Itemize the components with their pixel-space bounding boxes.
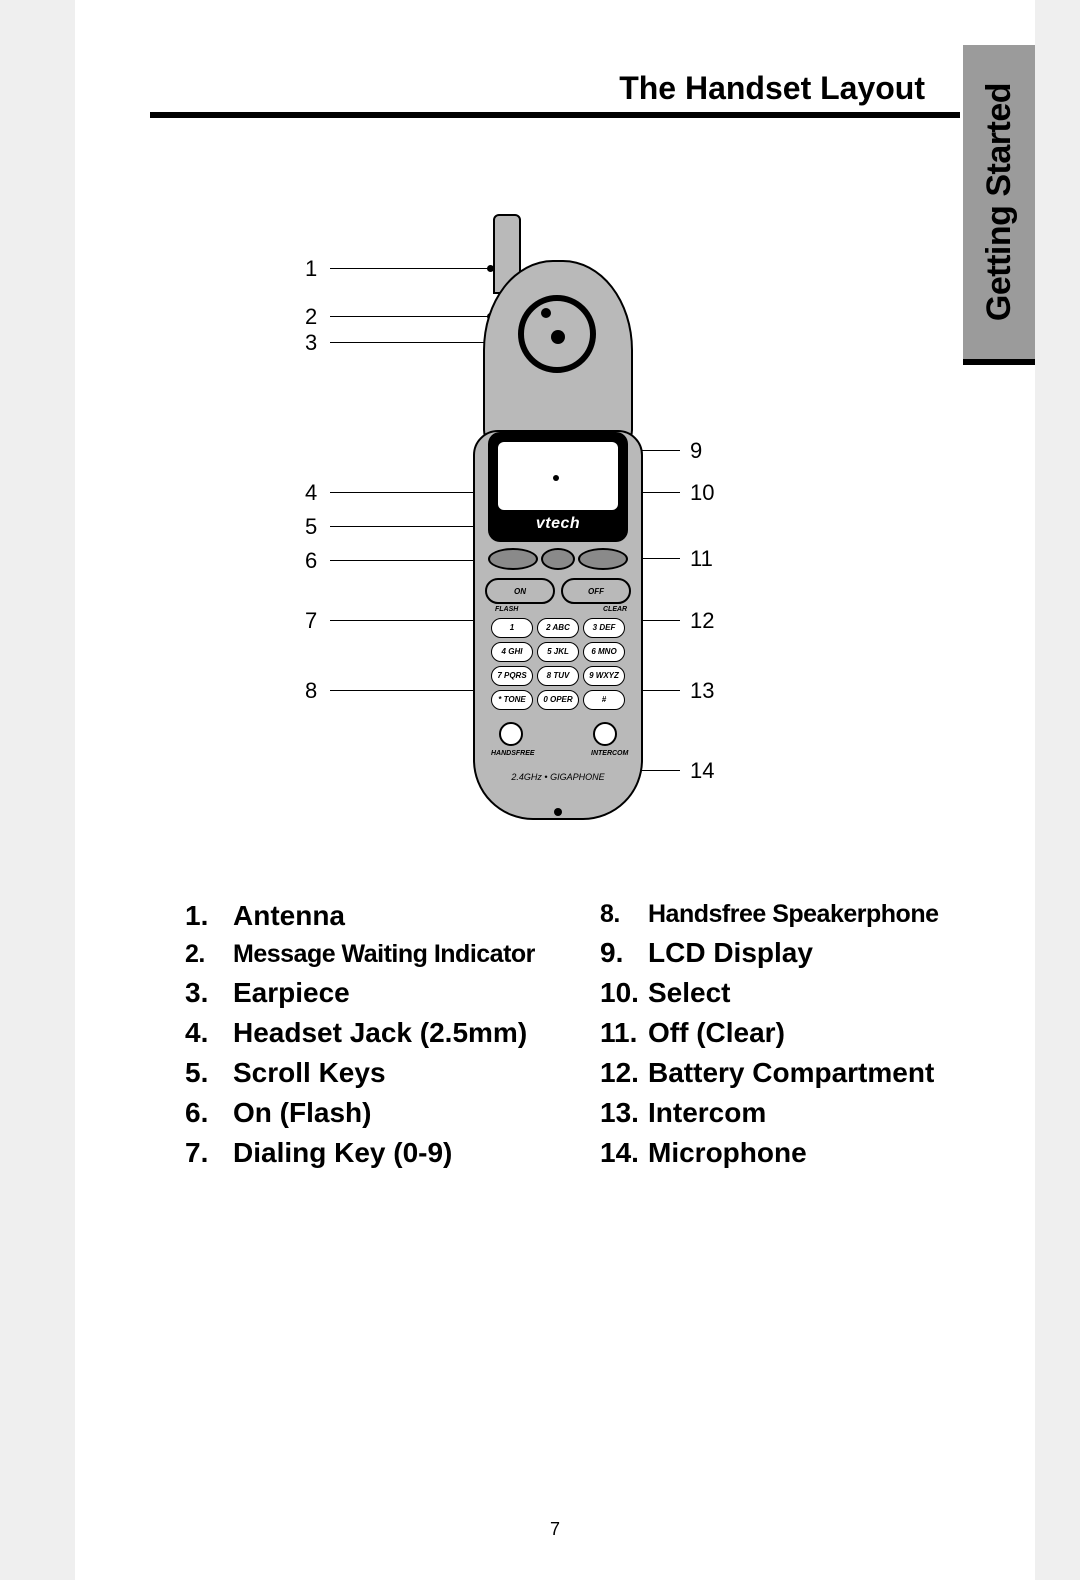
- callout-number: 6: [305, 548, 317, 574]
- keypad: 12 ABC3 DEF 4 GHI5 JKL6 MNO 7 PQRS8 TUV9 W…: [491, 618, 625, 710]
- section-tab: Getting Started: [963, 45, 1035, 365]
- earpiece-dot: [551, 330, 565, 344]
- legend-number: 7.: [185, 1137, 233, 1169]
- callout-number: 4: [305, 480, 317, 506]
- legend-item: 3.Earpiece: [185, 977, 570, 1009]
- dial-key: 6 MNO: [583, 642, 625, 662]
- frequency-label: 2.4GHz • GIGAPHONE: [463, 772, 653, 782]
- phone-illustration: vtech ON OFF FLASH CLEAR 12 ABC3 DEF 4 GH…: [463, 250, 653, 830]
- legend-label: LCD Display: [648, 937, 813, 969]
- handsfree-sublabel: HANDSFREE: [491, 750, 535, 757]
- off-clear-key: OFF: [561, 578, 631, 604]
- dial-key: 7 PQRS: [491, 666, 533, 686]
- legend-label: Intercom: [648, 1097, 766, 1129]
- dial-key: 4 GHI: [491, 642, 533, 662]
- on-flash-key: ON: [485, 578, 555, 604]
- legend-item: 10.Select: [600, 977, 985, 1009]
- header-rule: [150, 112, 960, 118]
- legend-number: 2.: [185, 940, 233, 969]
- dial-key: 8 TUV: [537, 666, 579, 686]
- brand-label: vtech: [463, 515, 653, 533]
- legend-item: 9.LCD Display: [600, 937, 985, 969]
- section-tab-label: Getting Started: [980, 83, 1019, 321]
- callout-number: 10: [690, 480, 714, 506]
- legend-label: Handsfree Speakerphone: [648, 900, 939, 929]
- microphone-dot: [554, 808, 562, 816]
- legend-number: 9.: [600, 937, 648, 969]
- callout-number: 13: [690, 678, 714, 704]
- legend-item: 11.Off (Clear): [600, 1017, 985, 1049]
- dial-key: 0 OPER: [537, 690, 579, 710]
- lcd-callout-dot: [553, 475, 559, 481]
- dial-key: * TONE: [491, 690, 533, 710]
- select-key: [541, 548, 575, 570]
- dial-key: #: [583, 690, 625, 710]
- scroll-left-key: [488, 548, 538, 570]
- legend-label: Battery Compartment: [648, 1057, 934, 1089]
- legend-col-right: 8.Handsfree Speakerphone9.LCD Display10.…: [600, 900, 985, 1177]
- legend-number: 11.: [600, 1017, 648, 1049]
- callout-number: 7: [305, 608, 317, 634]
- legend-item: 4.Headset Jack (2.5mm): [185, 1017, 570, 1049]
- legend-label: On (Flash): [233, 1097, 371, 1129]
- callout-number: 3: [305, 330, 317, 356]
- legend-number: 12.: [600, 1057, 648, 1089]
- legend-label: Message Waiting Indicator: [233, 940, 535, 969]
- legend-item: 5.Scroll Keys: [185, 1057, 570, 1089]
- page: Getting Started The Handset Layout 12345…: [75, 0, 1035, 1580]
- legend-item: 13.Intercom: [600, 1097, 985, 1129]
- legend-number: 4.: [185, 1017, 233, 1049]
- dial-key: 3 DEF: [583, 618, 625, 638]
- legend-item: 6.On (Flash): [185, 1097, 570, 1129]
- legend-number: 1.: [185, 900, 233, 932]
- legend-item: 12.Battery Compartment: [600, 1057, 985, 1089]
- legend-label: Off (Clear): [648, 1017, 785, 1049]
- clear-sublabel: CLEAR: [603, 606, 627, 613]
- legend-item: 7.Dialing Key (0-9): [185, 1137, 570, 1169]
- dial-key: 2 ABC: [537, 618, 579, 638]
- intercom-sublabel: INTERCOM: [591, 750, 628, 757]
- callout-number: 2: [305, 304, 317, 330]
- callout-number: 12: [690, 608, 714, 634]
- legend-item: 8.Handsfree Speakerphone: [600, 900, 985, 929]
- legend-number: 13.: [600, 1097, 648, 1129]
- legend-label: Earpiece: [233, 977, 350, 1009]
- callout-number: 5: [305, 514, 317, 540]
- legend-number: 8.: [600, 900, 648, 929]
- message-indicator-dot: [541, 308, 551, 318]
- handsfree-key: [499, 722, 523, 746]
- dial-key: 5 JKL: [537, 642, 579, 662]
- legend-number: 10.: [600, 977, 648, 1009]
- legend-number: 5.: [185, 1057, 233, 1089]
- legend-item: 1.Antenna: [185, 900, 570, 932]
- dial-key: 9 WXYZ: [583, 666, 625, 686]
- legend-label: Antenna: [233, 900, 345, 932]
- legend-label: Scroll Keys: [233, 1057, 386, 1089]
- handset-diagram: 12345678 91011121314 vtech ON OFF FLASH …: [150, 200, 960, 860]
- legend-label: Dialing Key (0-9): [233, 1137, 452, 1169]
- legend-number: 3.: [185, 977, 233, 1009]
- legend: 1.Antenna2.Message Waiting Indicator3.Ea…: [185, 900, 985, 1177]
- legend-item: 14.Microphone: [600, 1137, 985, 1169]
- legend-item: 2.Message Waiting Indicator: [185, 940, 570, 969]
- callout-number: 14: [690, 758, 714, 784]
- flash-sublabel: FLASH: [495, 606, 518, 613]
- intercom-key: [593, 722, 617, 746]
- callout-number: 9: [690, 438, 702, 464]
- callout-number: 1: [305, 256, 317, 282]
- page-number: 7: [75, 1519, 1035, 1540]
- callout-number: 8: [305, 678, 317, 704]
- legend-number: 6.: [185, 1097, 233, 1129]
- dial-key: 1: [491, 618, 533, 638]
- legend-number: 14.: [600, 1137, 648, 1169]
- legend-col-left: 1.Antenna2.Message Waiting Indicator3.Ea…: [185, 900, 570, 1177]
- callout-number: 11: [690, 546, 713, 572]
- legend-label: Select: [648, 977, 731, 1009]
- scroll-right-key: [578, 548, 628, 570]
- legend-label: Headset Jack (2.5mm): [233, 1017, 527, 1049]
- legend-label: Microphone: [648, 1137, 807, 1169]
- page-title: The Handset Layout: [619, 70, 925, 107]
